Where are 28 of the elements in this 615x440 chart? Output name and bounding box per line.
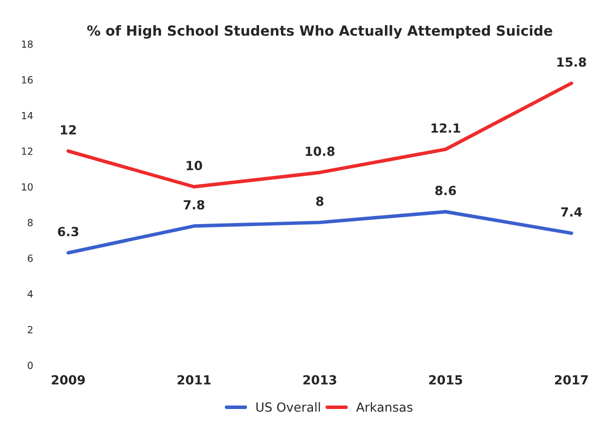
data-label: 10.8 [306, 146, 334, 156]
x-tick-label: 2011 [178, 375, 211, 385]
y-tick-label: 6 [28, 254, 33, 262]
chart-title: % of High School Students Who Actually Attempted Suicide [87, 25, 552, 39]
data-label: 12.1 [432, 123, 460, 133]
y-tick-label: 12 [22, 148, 32, 155]
x-tick-label: 2015 [429, 375, 462, 385]
y-tick-label: 0 [28, 362, 33, 370]
data-label: 8.6 [435, 186, 456, 196]
y-tick-label: 8 [28, 218, 33, 226]
data-label: 8 [316, 196, 324, 206]
y-tick-label: 2 [28, 326, 32, 334]
y-tick-label: 10 [22, 183, 33, 191]
y-tick-label: 16 [22, 76, 33, 84]
x-tick-label: 2013 [303, 375, 336, 385]
y-tick-label: 4 [28, 290, 33, 298]
data-label: 12 [60, 125, 76, 134]
x-tick-label: 2009 [52, 375, 85, 385]
y-tick-label: 18 [22, 40, 33, 48]
data-label: 6.3 [58, 226, 78, 236]
data-label: 7.4 [561, 207, 582, 216]
data-label: 7.8 [184, 200, 204, 210]
y-tick-label: 14 [22, 112, 33, 120]
data-label: 15.8 [557, 57, 586, 67]
data-label: 10 [186, 160, 202, 170]
legend-label: US Overall [256, 402, 320, 412]
legend-label: Arkansas [356, 402, 412, 412]
x-tick-label: 2017 [554, 375, 588, 385]
